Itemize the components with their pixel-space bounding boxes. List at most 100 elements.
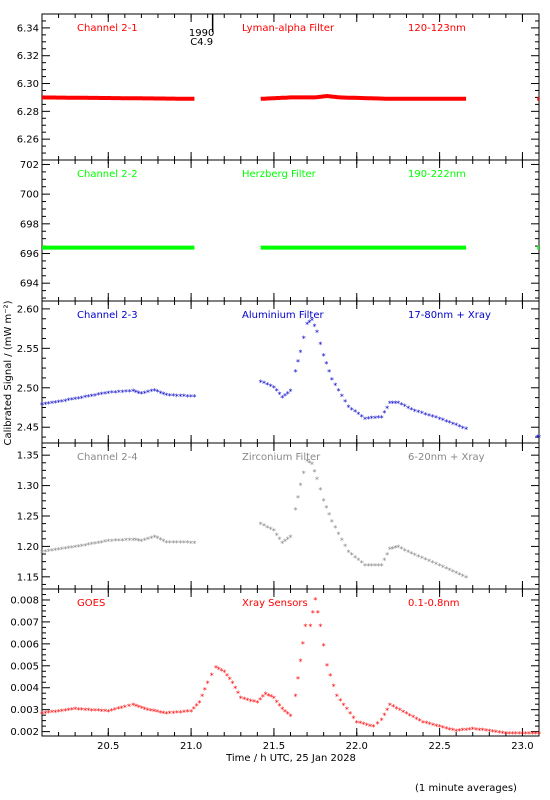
data-point: * (484, 727, 488, 736)
y-tick-label: 0.002 (10, 727, 39, 738)
data-point: * (265, 381, 269, 390)
y-tick-label: 6.28 (17, 107, 39, 118)
y-tick-label: 0.005 (10, 661, 39, 672)
data-point: * (448, 419, 452, 428)
data-point: * (322, 642, 326, 651)
data-point: * (53, 399, 57, 408)
data-point: * (93, 540, 97, 549)
panel-2: 694 696 698 700 702 Channel 2-2 Herzberg Filte… (20, 159, 540, 302)
data-point: * (113, 706, 117, 715)
data-point: * (467, 726, 471, 735)
data-point: * (353, 408, 357, 417)
data-point: * (259, 521, 263, 530)
data-point: * (403, 403, 407, 412)
data-point: * (385, 551, 389, 560)
data-point: * (346, 549, 350, 558)
panel-frame (41, 300, 540, 444)
data-point: * (277, 535, 281, 544)
data-point: * (146, 389, 150, 398)
data-point: * (335, 693, 339, 702)
data-point: * (428, 721, 432, 730)
data-point: * (182, 539, 186, 548)
data-point: * (366, 415, 370, 424)
data-point: * (355, 719, 359, 728)
data-point: * (131, 388, 135, 397)
data-point: * (370, 562, 374, 571)
data-point: * (296, 675, 300, 684)
data-point: * (182, 708, 186, 717)
data-point: * (113, 537, 117, 546)
y-tick-label: 6.34 (17, 23, 39, 34)
data-point: * (444, 418, 448, 427)
data-point: * (427, 557, 431, 566)
data-point: * (128, 537, 132, 546)
panel-channel-label: Channel 2-2 (77, 169, 138, 180)
data-point: * (406, 548, 410, 557)
data-point: * (206, 679, 210, 688)
data-point: * (408, 712, 412, 721)
panel-channel-label: Channel 2-3 (77, 310, 138, 321)
data-point: * (398, 707, 402, 716)
data-point: * (264, 690, 268, 699)
data-point: * (96, 707, 100, 716)
data-point: * (137, 537, 141, 546)
data-point: * (330, 376, 334, 385)
data-point: * (308, 319, 312, 328)
data-point: * (242, 696, 246, 705)
data-point: * (385, 404, 389, 413)
panel-5: 20.5 21.0 21.5 22.0 22.5 23.0 0.002 0.003 0.004 0… (10, 588, 541, 752)
data-point: * (302, 334, 306, 343)
data-point: * (345, 706, 349, 715)
data-point: * (481, 727, 485, 736)
panel-4: 1.15 1.20 1.25 1.30 1.35 Channel 2-4 Zirconium… (17, 442, 540, 590)
data-point: * (239, 695, 243, 704)
data-point: * (258, 696, 262, 705)
data-point: * (231, 679, 235, 688)
data-point: * (110, 389, 114, 398)
data-point: * (185, 539, 189, 548)
data-point: * (280, 706, 284, 715)
data-point: * (106, 708, 110, 717)
data-point: * (50, 547, 54, 556)
data-point: * (70, 544, 74, 553)
data-point: * (296, 494, 300, 503)
data-point: * (178, 539, 182, 548)
data-point: * (286, 535, 290, 544)
data-point: * (219, 667, 223, 676)
y-tick-label: 1.25 (17, 512, 39, 523)
data-point: * (464, 426, 468, 435)
data-point: * (185, 393, 189, 402)
data-point: * (57, 708, 61, 717)
data-point: * (380, 414, 384, 423)
data-point: * (337, 530, 341, 539)
x-tick-label: 23.0 (511, 741, 533, 752)
data-point: * (358, 720, 362, 729)
data-point: * (40, 401, 44, 410)
data-point: * (110, 537, 114, 546)
data-point: * (286, 710, 290, 719)
data-point: * (289, 388, 293, 397)
data-point: * (143, 536, 147, 545)
data-point: * (164, 392, 168, 401)
data-point: * (149, 707, 153, 716)
data-point: * (457, 571, 461, 580)
data-point: * (420, 410, 424, 419)
data-point: * (80, 394, 84, 403)
data-point: * (43, 401, 47, 410)
data-point: * (67, 397, 71, 406)
series-line (260, 93, 467, 101)
data-point: * (70, 706, 74, 715)
data-point: * (411, 714, 415, 723)
x-tick-label: 22.5 (428, 741, 450, 752)
data-point: * (434, 560, 438, 569)
data-point: * (530, 730, 534, 739)
data-point: * (438, 415, 442, 424)
data-point: * (228, 676, 232, 685)
data-point: * (103, 538, 107, 547)
data-point: * (296, 358, 300, 367)
data-point: * (255, 699, 259, 708)
data-point: * (168, 710, 172, 719)
data-point: * (497, 729, 501, 738)
data-point: * (96, 391, 100, 400)
data-point: * (137, 389, 141, 398)
